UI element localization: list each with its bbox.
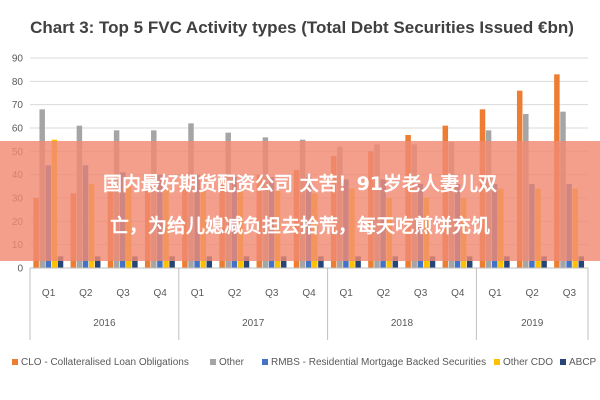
year-label: 2018 — [391, 318, 414, 329]
legend-label: RMBS - Residential Mortgage Backed Secur… — [271, 357, 486, 368]
y-tick-label: 60 — [12, 124, 24, 135]
bar — [280, 256, 287, 268]
x-tick-label: Q2 — [79, 288, 93, 299]
bar — [94, 256, 101, 268]
x-tick-label: Q1 — [42, 288, 56, 299]
bar — [392, 256, 399, 268]
x-tick-label: Q1 — [488, 288, 502, 299]
bar — [466, 256, 473, 268]
legend-swatch — [560, 359, 566, 365]
bar — [504, 256, 510, 268]
x-tick-label: Q3 — [563, 288, 577, 299]
x-tick-label: Q2 — [526, 288, 540, 299]
bar — [132, 256, 138, 268]
x-tick-label: Q3 — [116, 288, 130, 299]
legend: CLO - Collateralised Loan Obligations Oth… — [12, 357, 597, 368]
bar — [206, 256, 213, 268]
x-tick-label: Q2 — [377, 288, 391, 299]
y-tick-label: 80 — [12, 77, 24, 88]
legend-label: Other — [219, 357, 245, 368]
x-tick-label: Q3 — [414, 288, 428, 299]
x-tick-label: Q1 — [340, 288, 354, 299]
x-tick-label: Q1 — [191, 288, 205, 299]
x-tick-label: Q4 — [451, 288, 465, 299]
banner-line-2: 亡，为给儿媳减负担去拾荒，每天吃煎饼充饥 — [110, 214, 490, 237]
overlay-banner: 国内最好期货配资公司 太苦！91岁老人妻儿双 亡，为给儿媳减负担去拾荒，每天吃煎… — [0, 141, 600, 261]
y-tick-label: 0 — [17, 264, 23, 275]
legend-swatch — [494, 359, 500, 365]
x-tick-label: Q3 — [265, 288, 279, 299]
bar — [318, 256, 324, 268]
y-tick-label: 70 — [12, 100, 24, 111]
bar — [243, 256, 250, 268]
bar — [541, 256, 547, 268]
x-tick-label: Q2 — [228, 288, 242, 299]
bar — [429, 256, 436, 268]
legend-swatch — [210, 359, 216, 365]
x-axis: Q1 Q2 Q3 Q4 Q1 Q2 Q3 Q4 Q1 Q2 Q3 Q4 Q1 Q2 Q3 2016 2017 20… — [29, 267, 589, 340]
bar — [57, 256, 64, 268]
banner-background — [0, 141, 600, 261]
x-tick-label: Q4 — [302, 288, 316, 299]
legend-swatch — [12, 359, 18, 365]
year-label: 2019 — [521, 318, 544, 329]
chart-title: Chart 3: Top 5 FVC Activity types (Total… — [30, 18, 574, 37]
y-tick-label: 90 — [12, 54, 24, 65]
x-tick-label: Q4 — [154, 288, 168, 299]
bar — [355, 256, 361, 268]
legend-label: CLO - Collateralised Loan Obligations — [21, 357, 189, 368]
year-label: 2016 — [93, 318, 116, 329]
bar — [169, 256, 175, 268]
legend-swatch — [262, 359, 268, 365]
year-label: 2017 — [242, 318, 265, 329]
bar — [578, 256, 585, 268]
legend-label: Other CDO — [503, 357, 553, 368]
legend-label: ABCP — [569, 357, 597, 368]
banner-line-1: 国内最好期货配资公司 太苦！91岁老人妻儿双 — [103, 172, 497, 195]
